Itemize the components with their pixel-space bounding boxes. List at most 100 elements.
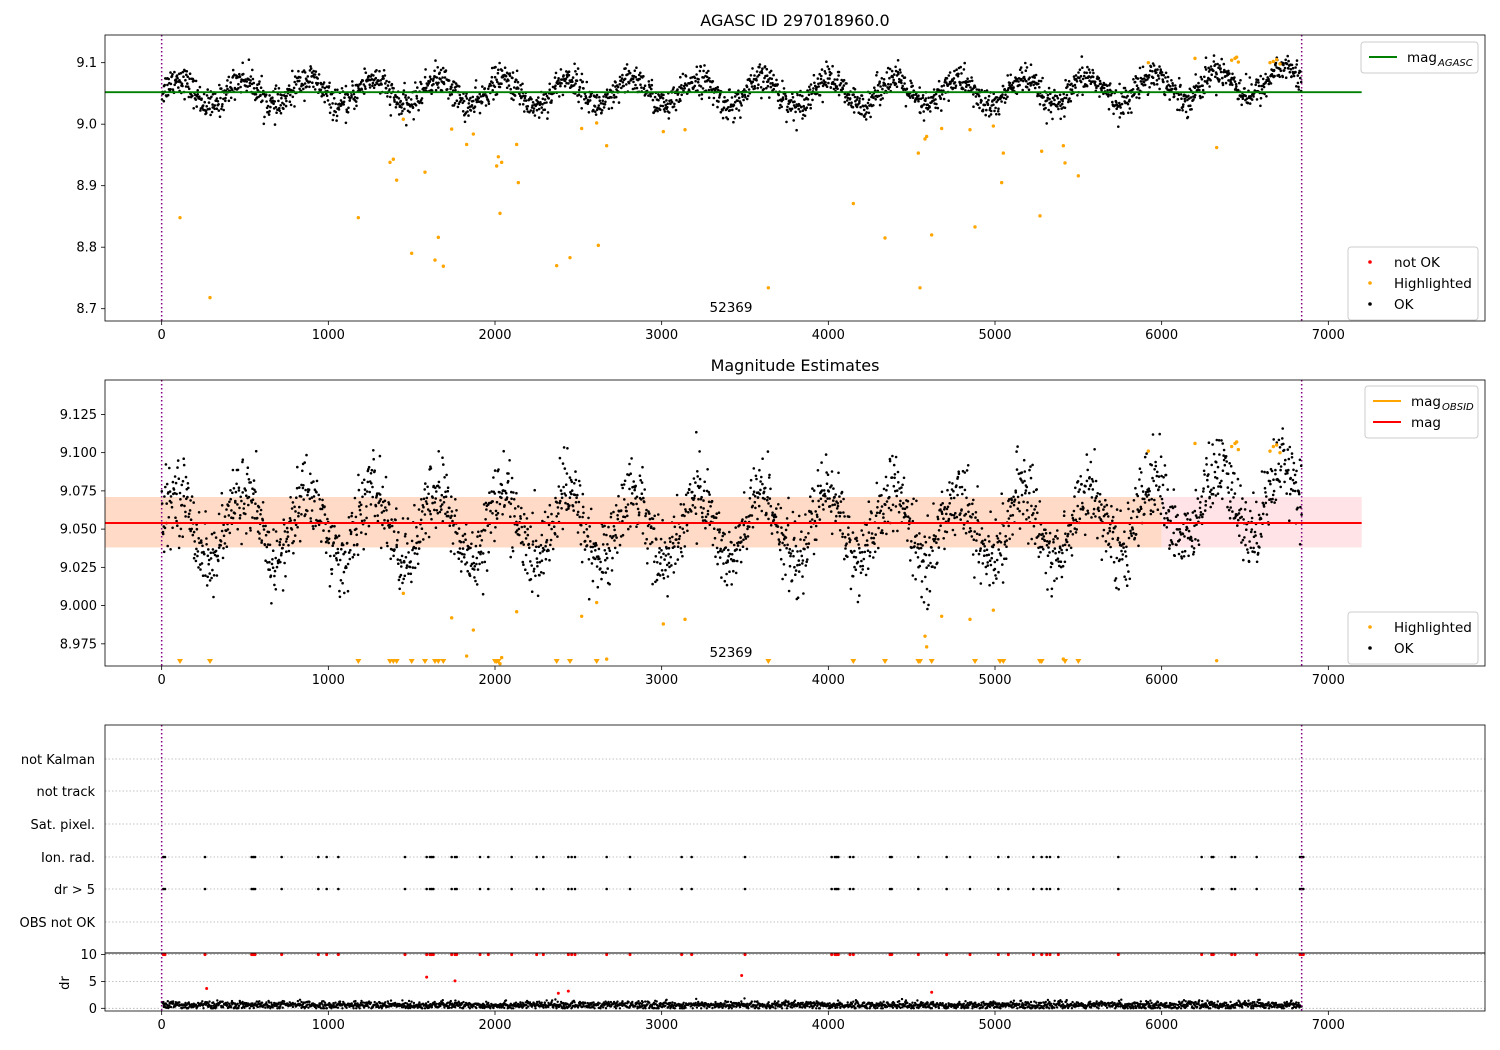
ok-point: [508, 459, 511, 462]
ok-point: [442, 501, 446, 504]
ok-point: [851, 105, 855, 109]
ok-point: [258, 80, 261, 83]
ok-point: [1061, 551, 1064, 555]
ok-point: [1178, 108, 1181, 112]
ok-point: [921, 94, 925, 97]
ok-point: [415, 525, 418, 529]
ok-point: [1151, 62, 1155, 65]
highlighted-point: [1229, 58, 1234, 62]
ok-point: [672, 86, 675, 89]
ok-point: [401, 517, 405, 520]
ok-point: [755, 79, 758, 82]
ok-point: [768, 473, 771, 477]
panel-1-frame: [104, 34, 1486, 322]
ok-point: [328, 103, 331, 106]
ok-point: [915, 534, 918, 537]
highlighted-point: [1278, 62, 1282, 66]
ok-point: [336, 547, 340, 551]
ok-point: [235, 482, 238, 486]
ok-point: [917, 99, 920, 103]
ok-point: [794, 573, 797, 576]
ok-point: [512, 86, 516, 89]
ok-point: [803, 114, 807, 118]
ok-point: [473, 105, 477, 108]
ok-point: [922, 110, 925, 113]
ok-point: [523, 525, 526, 528]
ok-point: [775, 78, 778, 82]
ok-point: [596, 585, 600, 589]
ok-point: [981, 539, 984, 543]
highlighted-point: [423, 170, 427, 174]
ok-point: [484, 104, 488, 107]
ok-point: [392, 530, 396, 533]
ok-point: [913, 545, 916, 548]
ok-point: [556, 535, 559, 538]
ok-point: [796, 596, 800, 599]
ok-point: [691, 504, 695, 507]
ok-point: [310, 509, 314, 512]
ok-point: [415, 97, 419, 100]
ok-point: [163, 495, 166, 498]
ok-point: [341, 543, 345, 547]
ok-point: [274, 87, 277, 90]
ok-point: [1187, 97, 1191, 100]
ok-point: [1156, 508, 1160, 512]
ok-point: [1248, 102, 1252, 105]
ok-point: [540, 106, 543, 109]
ok-point: [1016, 445, 1019, 448]
ok-point: [698, 69, 702, 73]
ok-point: [181, 535, 184, 538]
ok-point: [632, 480, 635, 483]
x-tick-label: 5000: [978, 328, 1011, 343]
ok-point: [1284, 58, 1287, 62]
ok-point: [989, 563, 993, 567]
ok-point: [913, 541, 917, 545]
ok-point: [346, 562, 350, 566]
ok-point: [292, 551, 295, 555]
ok-point: [169, 71, 172, 74]
ok-point: [570, 480, 574, 484]
ok-point: [1255, 81, 1258, 84]
ok-point: [758, 492, 762, 496]
ok-point: [574, 478, 578, 482]
ok-point: [192, 501, 195, 504]
ok-point: [590, 550, 593, 553]
ok-point: [1051, 117, 1054, 121]
ok-point: [504, 491, 508, 495]
ok-point: [829, 510, 833, 513]
highlighted-point: [999, 180, 1004, 185]
ok-point: [937, 79, 941, 83]
ok-point: [1127, 536, 1131, 540]
ok-point: [607, 107, 611, 110]
ok-point: [233, 98, 237, 101]
ok-point: [935, 102, 938, 106]
ok-point: [870, 532, 874, 535]
ok-point: [261, 518, 265, 522]
ok-point: [1053, 98, 1056, 102]
ok-point: [1007, 524, 1010, 528]
ok-point: [387, 503, 391, 506]
ok-point: [811, 499, 815, 503]
ok-point: [823, 70, 827, 73]
ok-point: [872, 556, 875, 559]
ok-point: [770, 532, 774, 535]
ok-point: [861, 533, 865, 537]
ok-point: [1033, 542, 1037, 545]
ok-point: [997, 570, 1000, 574]
ok-point: [873, 550, 877, 554]
ok-point: [510, 476, 514, 480]
ok-point: [554, 87, 557, 90]
ok-point: [928, 589, 932, 593]
ok-point: [1105, 512, 1109, 515]
ok-point: [568, 496, 572, 500]
ok-point: [917, 97, 921, 100]
ok-point: [1267, 82, 1271, 86]
ok-point: [433, 501, 437, 504]
ok-point: [385, 509, 388, 512]
ok-point: [231, 516, 235, 520]
ok-point: [162, 550, 166, 554]
ok-point: [573, 62, 576, 66]
ok-point: [186, 85, 190, 88]
ok-point: [1106, 532, 1110, 535]
ok-point: [672, 515, 676, 519]
